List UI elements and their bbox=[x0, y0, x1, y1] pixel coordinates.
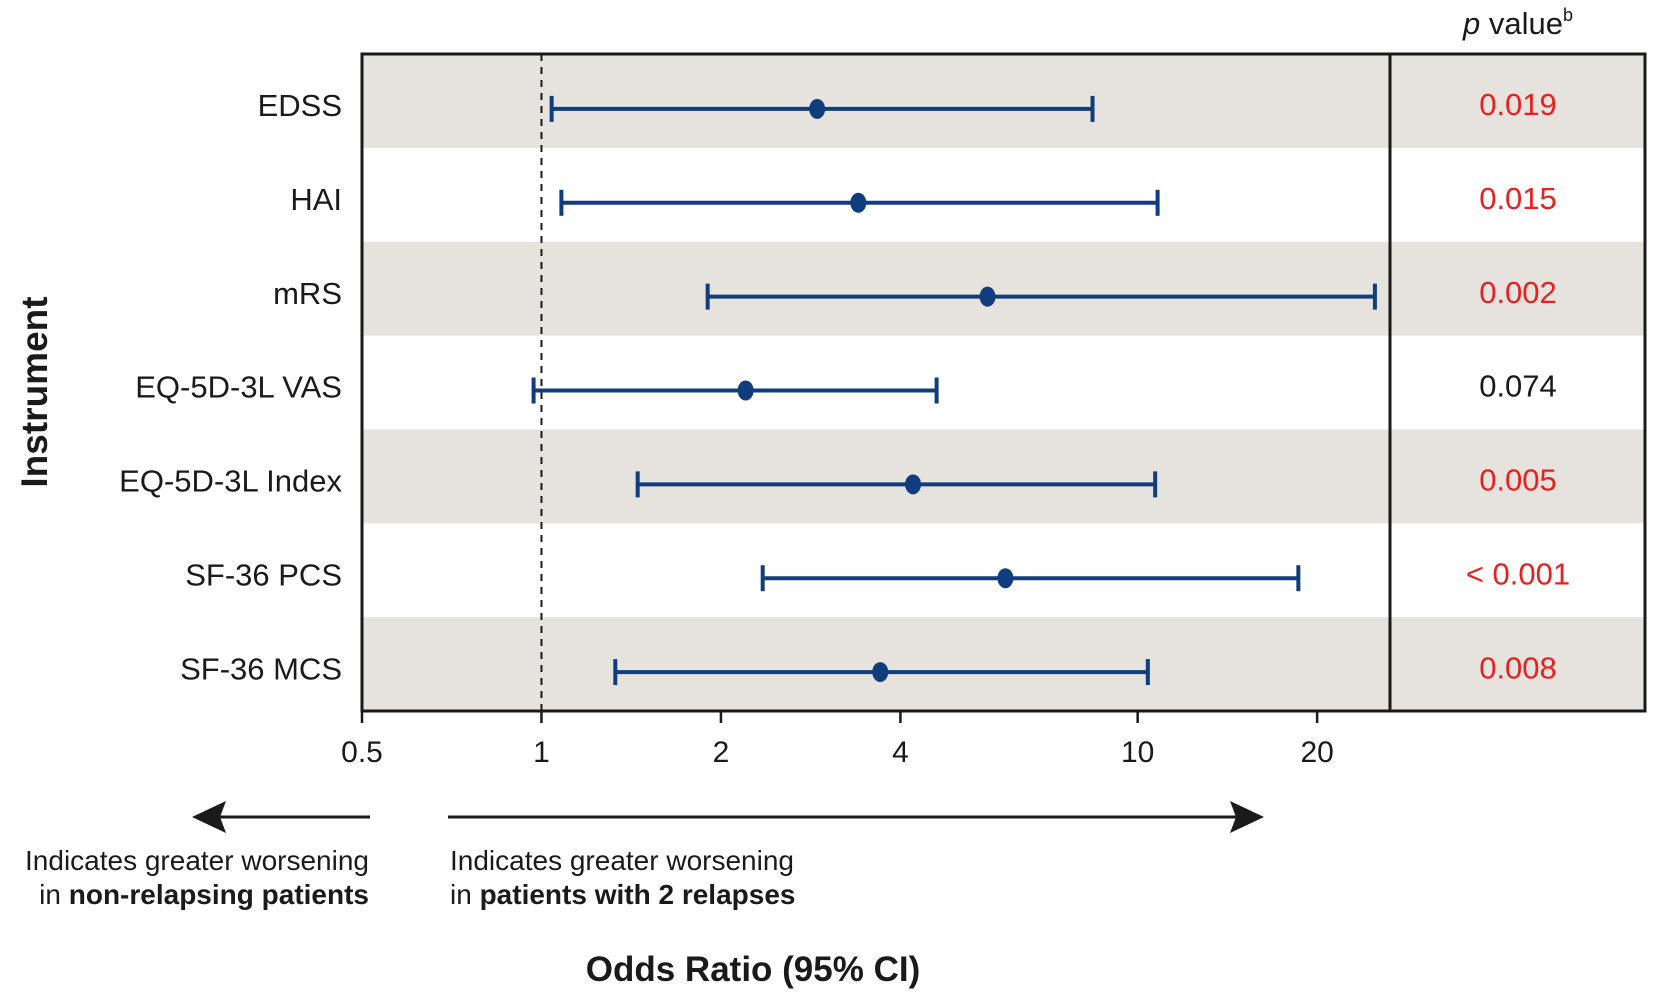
p-value: 0.019 bbox=[1479, 87, 1557, 122]
row-label: SF-36 PCS bbox=[185, 557, 342, 592]
x-tick-label: 0.5 bbox=[341, 736, 383, 769]
p-value: 0.002 bbox=[1479, 275, 1557, 310]
row-band bbox=[362, 429, 1645, 524]
row-bands bbox=[362, 54, 1645, 711]
p-value: 0.074 bbox=[1479, 369, 1557, 404]
right-direction-arrow bbox=[448, 801, 1264, 833]
x-tick-label: 1 bbox=[533, 736, 550, 769]
point-estimate bbox=[979, 286, 996, 307]
point-estimate bbox=[737, 380, 754, 401]
row-label: mRS bbox=[273, 276, 342, 311]
row-band bbox=[362, 241, 1645, 336]
row-label: EQ-5D-3L VAS bbox=[135, 370, 342, 405]
row-band bbox=[362, 617, 1645, 711]
pvalue-column-header: p valueb bbox=[1462, 5, 1573, 41]
row-label: EQ-5D-3L Index bbox=[119, 464, 342, 499]
row-label: SF-36 MCS bbox=[180, 651, 342, 686]
point-estimate bbox=[809, 98, 826, 119]
left-direction-arrow bbox=[192, 801, 370, 833]
x-tick-label: 20 bbox=[1300, 736, 1333, 769]
row-marks: EDSS 0.019 HAI 0.015 mRS 0.002 EQ-5D-3L VAS 0.0… bbox=[119, 87, 1570, 686]
row-band bbox=[362, 54, 1645, 148]
point-estimate bbox=[905, 474, 922, 495]
p-value: 0.015 bbox=[1479, 181, 1557, 216]
x-tick-label: 2 bbox=[713, 736, 730, 769]
p-value: 0.005 bbox=[1479, 463, 1557, 498]
p-value: < 0.001 bbox=[1466, 556, 1570, 591]
x-axis-ticks: 0.5 1 2 4 10 20 bbox=[341, 711, 1334, 769]
point-estimate bbox=[997, 568, 1014, 589]
left-annotation-line1: Indicates greater worsening bbox=[25, 845, 369, 876]
row-label: EDSS bbox=[258, 88, 342, 123]
left-annotation-line2: in non-relapsing patients bbox=[39, 879, 369, 910]
x-tick-label: 4 bbox=[892, 736, 909, 769]
row-label: HAI bbox=[290, 182, 342, 217]
p-value: 0.008 bbox=[1479, 650, 1557, 685]
y-axis-label: Instrument bbox=[14, 296, 55, 487]
x-axis-label: Odds Ratio (95% CI) bbox=[586, 950, 920, 989]
point-estimate bbox=[872, 662, 889, 683]
point-estimate bbox=[850, 192, 867, 213]
right-annotation-line1: Indicates greater worsening bbox=[450, 845, 794, 876]
right-annotation-line2: in patients with 2 relapses bbox=[450, 879, 795, 910]
plot-frame bbox=[360, 52, 1647, 713]
x-tick-label: 10 bbox=[1121, 736, 1154, 769]
